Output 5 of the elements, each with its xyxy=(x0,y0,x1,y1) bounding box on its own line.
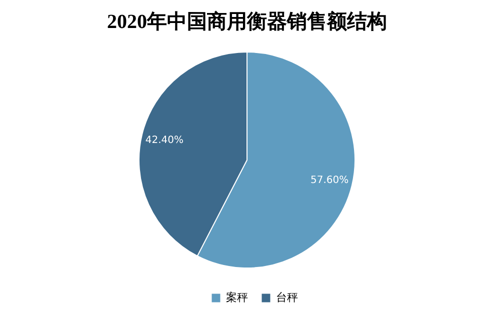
data-label: 57.60% xyxy=(310,175,349,186)
data-label: 42.40% xyxy=(145,134,184,146)
chart-title: 2020年中国商用衡器销售额结构 xyxy=(107,10,387,33)
legend-label: 台秤 xyxy=(276,291,298,304)
legend-label: 案秤 xyxy=(226,291,248,304)
